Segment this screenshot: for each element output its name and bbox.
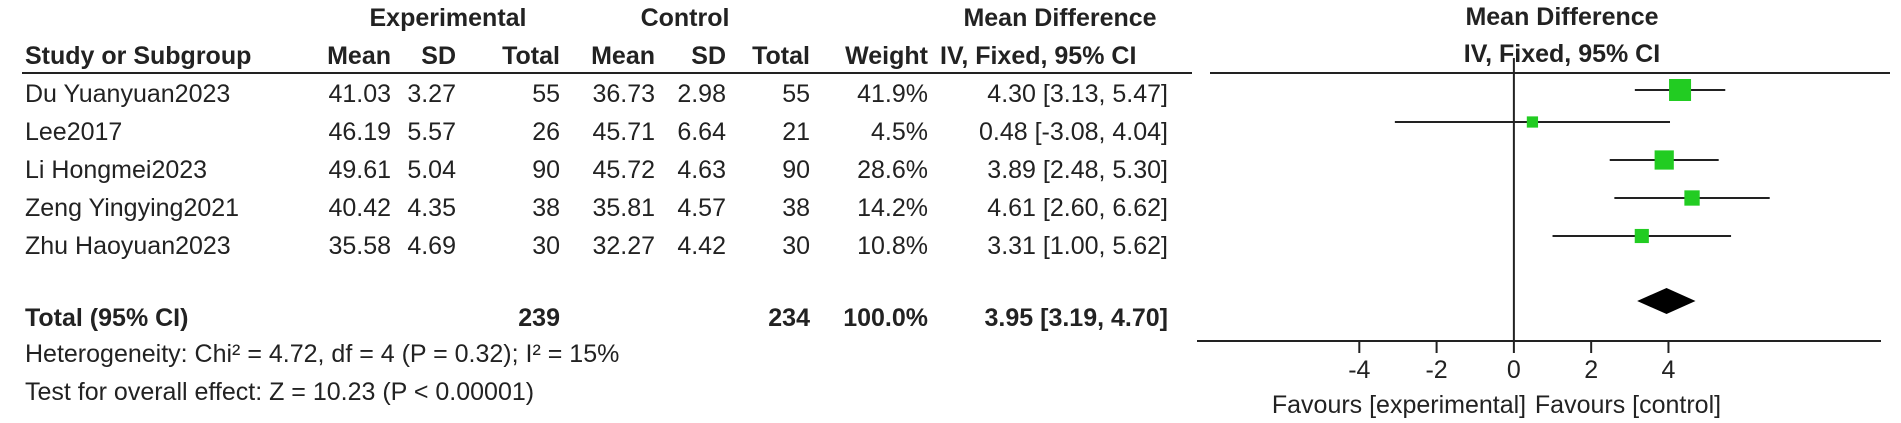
exp-total: 38 — [532, 194, 560, 222]
exp-sd: 5.04 — [407, 156, 456, 184]
study-name: Lee2017 — [25, 118, 123, 146]
study-marker — [1634, 228, 1649, 244]
ctl-mean: 35.81 — [592, 194, 655, 222]
exp-mean: 46.19 — [328, 118, 391, 146]
total-weight: 100.0% — [843, 304, 928, 332]
exp-sd: 4.69 — [407, 232, 456, 260]
exp-sd: 4.35 — [407, 194, 456, 222]
ctl-mean: 36.73 — [592, 80, 655, 108]
exp-mean: 41.03 — [328, 80, 391, 108]
col-exp-sd: SD — [421, 42, 456, 70]
ctl-total: 90 — [782, 156, 810, 184]
weight: 14.2% — [857, 194, 928, 222]
plot-header-title: Mean Difference — [1465, 3, 1658, 31]
study-name: Zeng Yingying2021 — [25, 194, 240, 222]
study-name: Du Yuanyuan2023 — [25, 80, 231, 108]
overall-effect-text: Test for overall effect: Z = 10.23 (P < … — [25, 378, 535, 406]
study-marker — [1684, 190, 1700, 206]
x-tick-label: -4 — [1348, 356, 1370, 384]
study-marker — [1526, 116, 1539, 128]
exp-mean: 49.61 — [328, 156, 391, 184]
plot-header-ci: IV, Fixed, 95% CI — [1464, 40, 1660, 68]
ctl-sd: 4.57 — [677, 194, 726, 222]
study-marker — [1654, 150, 1674, 170]
mean-difference-ci: 4.30 [3.13, 5.47] — [987, 80, 1168, 108]
header-experimental: Experimental — [369, 4, 527, 32]
mean-difference-ci: 3.31 [1.00, 5.62] — [987, 232, 1168, 260]
exp-sd: 5.57 — [407, 118, 456, 146]
x-tick-label: 0 — [1507, 356, 1521, 384]
ctl-mean: 45.72 — [592, 156, 655, 184]
col-study: Study or Subgroup — [25, 42, 252, 70]
ctl-total: 55 — [782, 80, 810, 108]
x-tick-label: 4 — [1662, 356, 1676, 384]
ctl-sd: 4.42 — [677, 232, 726, 260]
exp-total: 26 — [532, 118, 560, 146]
pooled-diamond — [1637, 288, 1696, 314]
col-ctl-mean: Mean — [591, 42, 655, 70]
exp-mean: 40.42 — [328, 194, 391, 222]
header-control: Control — [640, 4, 730, 32]
col-weight: Weight — [845, 42, 928, 70]
col-exp-total: Total — [502, 42, 560, 70]
ctl-sd: 4.63 — [677, 156, 726, 184]
study-name: Li Hongmei2023 — [25, 156, 208, 184]
study-marker — [1669, 79, 1692, 101]
study-name: Zhu Haoyuan2023 — [25, 232, 231, 260]
total-ctl-n: 234 — [768, 304, 810, 332]
exp-sd: 3.27 — [407, 80, 456, 108]
ctl-mean: 45.71 — [592, 118, 655, 146]
col-ci: IV, Fixed, 95% CI — [940, 42, 1137, 70]
total-ci: 3.95 [3.19, 4.70] — [984, 304, 1168, 332]
x-tick-label: 2 — [1584, 356, 1598, 384]
total-label: Total (95% CI) — [25, 304, 189, 332]
weight: 10.8% — [857, 232, 928, 260]
total-exp-n: 239 — [518, 304, 560, 332]
col-ctl-sd: SD — [691, 42, 726, 70]
x-tick-label: -2 — [1425, 356, 1447, 384]
header-mean-difference: Mean Difference — [963, 4, 1157, 32]
ctl-total: 30 — [782, 232, 810, 260]
ctl-total: 21 — [782, 118, 810, 146]
header-underline — [22, 72, 1192, 74]
weight: 4.5% — [871, 118, 928, 146]
weight: 28.6% — [857, 156, 928, 184]
study-table: Experimental Control Mean Difference Stu… — [22, 4, 1192, 406]
exp-total: 90 — [532, 156, 560, 184]
ctl-sd: 2.98 — [677, 80, 726, 108]
ctl-total: 38 — [782, 194, 810, 222]
mean-difference-ci: 3.89 [2.48, 5.30] — [987, 156, 1168, 184]
col-exp-mean: Mean — [327, 42, 391, 70]
ctl-sd: 6.64 — [677, 118, 726, 146]
favours-control-label: Favours [control] — [1535, 391, 1721, 419]
exp-total: 30 — [532, 232, 560, 260]
favours-experimental-label: Favours [experimental] — [1272, 391, 1526, 419]
weight: 41.9% — [857, 80, 928, 108]
col-ctl-total: Total — [752, 42, 810, 70]
ctl-mean: 32.27 — [592, 232, 655, 260]
mean-difference-ci: 0.48 [-3.08, 4.04] — [978, 118, 1168, 146]
heterogeneity-text: Heterogeneity: Chi² = 4.72, df = 4 (P = … — [25, 340, 620, 368]
mean-difference-ci: 4.61 [2.60, 6.62] — [987, 194, 1168, 222]
exp-mean: 35.58 — [328, 232, 391, 260]
exp-total: 55 — [532, 80, 560, 108]
